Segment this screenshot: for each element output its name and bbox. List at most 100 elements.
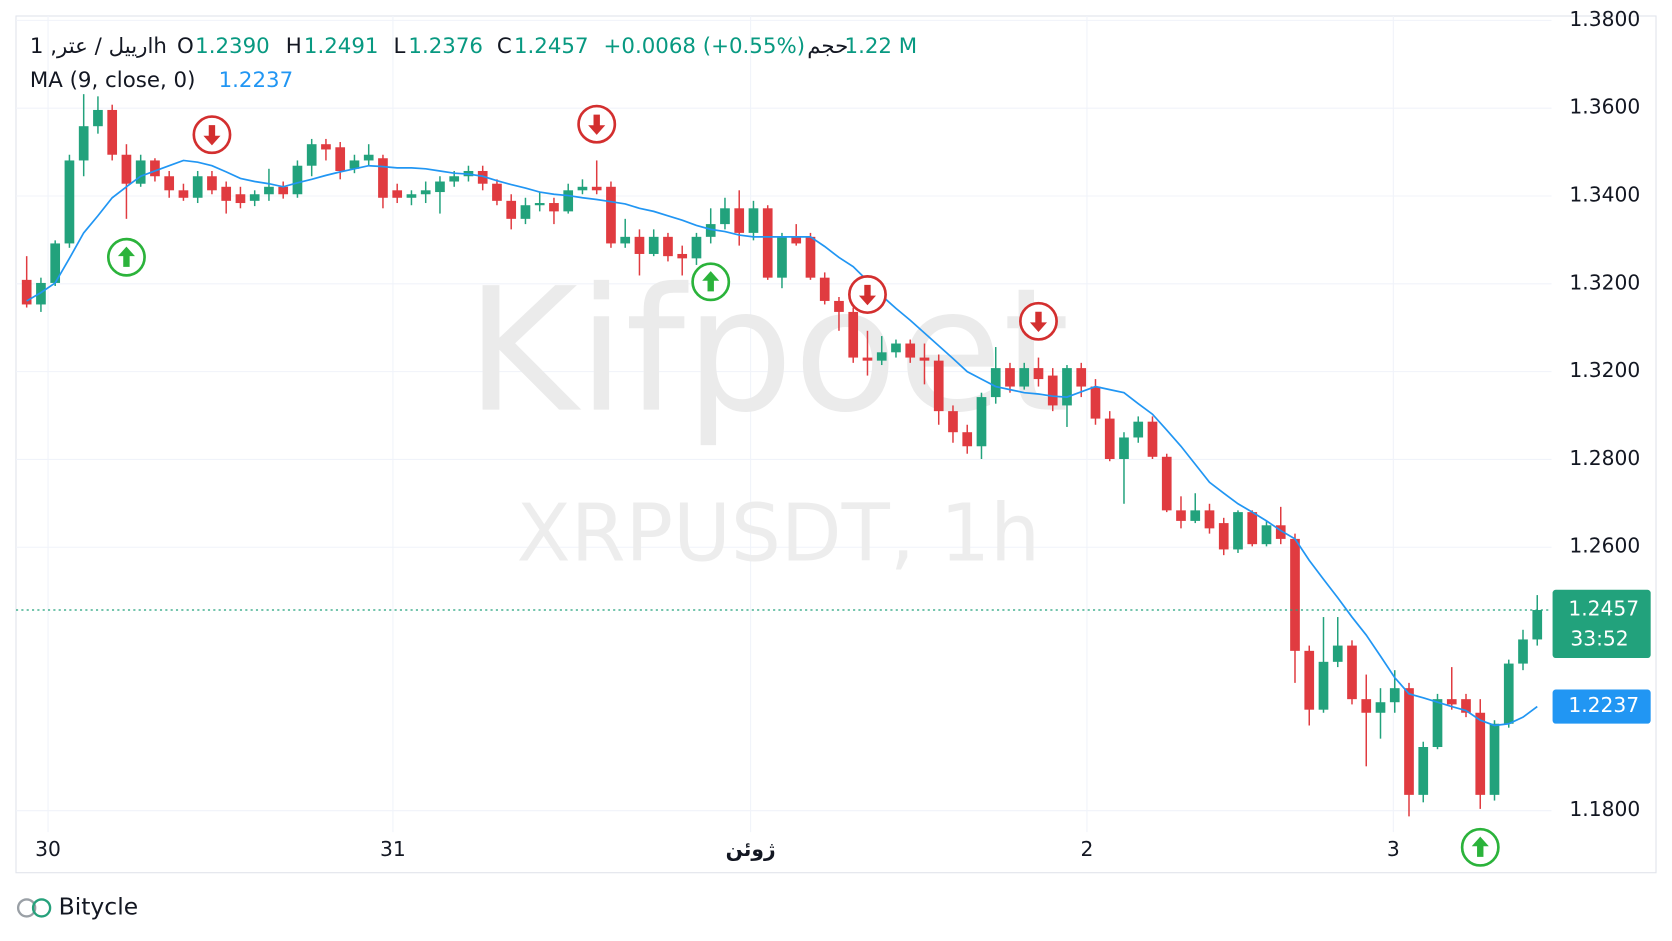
sell-signal: [1019, 301, 1058, 341]
candle-body: [1290, 538, 1300, 651]
candle-body: [1119, 437, 1129, 459]
brand-icon: [16, 898, 52, 918]
candle-body: [834, 300, 844, 312]
candle-body: [1204, 510, 1215, 529]
candle-body: [677, 253, 688, 259]
candle-body: [178, 190, 189, 198]
sell-signal: [848, 275, 887, 314]
candle-body: [1033, 368, 1044, 380]
candle-body: [264, 186, 274, 195]
candle-body: [962, 432, 973, 447]
candle-body: [207, 176, 217, 191]
symbol-title: ارييل / عتر, 1h: [30, 34, 167, 59]
signal-arrow: [117, 246, 135, 267]
candle-body: [1361, 699, 1372, 713]
x-tick-label: ژوئن: [726, 837, 776, 861]
candle-body: [1019, 368, 1030, 387]
open-value: 1.2390: [195, 34, 270, 59]
candle-body: [1461, 699, 1471, 713]
candle-body: [492, 183, 502, 201]
candle-body: [349, 160, 360, 169]
candle-body: [734, 208, 745, 233]
high-label: H: [286, 34, 302, 59]
low-value: 1.2376: [408, 34, 483, 59]
candle-body: [1247, 512, 1258, 545]
change-value: +0.0068 (+0.55%): [604, 34, 805, 59]
candle-body: [378, 158, 388, 198]
volume-value: 1.22 M: [845, 34, 918, 59]
watermark: Kifpoet: [466, 253, 1070, 451]
ma-label: MA (9, close, 0): [30, 68, 196, 93]
candle-body: [876, 352, 887, 361]
candle-body: [762, 208, 773, 278]
candle-body: [577, 186, 588, 191]
candle-body: [435, 181, 445, 193]
volume-label: حجم: [807, 34, 848, 59]
candle-body: [634, 236, 645, 254]
chart-frame: [15, 15, 1657, 874]
candle-body: [36, 282, 46, 305]
candle-body: [791, 236, 802, 244]
candle-body: [221, 186, 232, 201]
ma-line: [26, 159, 1538, 727]
candle-body: [1304, 650, 1315, 710]
x-tick-label: 3: [1387, 837, 1400, 861]
y-tick-label: 1.3200: [1569, 358, 1640, 382]
last-price-tag: [1552, 589, 1651, 659]
candle-body: [1147, 421, 1158, 457]
candle-body: [1190, 510, 1201, 521]
candle-body: [306, 144, 317, 166]
candle-body: [1176, 510, 1186, 521]
candle-body: [249, 194, 260, 201]
candle-body: [1503, 663, 1514, 724]
candle-body: [192, 176, 203, 198]
candle-body: [278, 186, 289, 195]
candle-body: [905, 343, 916, 358]
candle-body: [1375, 702, 1386, 713]
candle-body: [691, 236, 702, 259]
candle-body: [520, 205, 531, 219]
y-tick-label: 1.3800: [1569, 7, 1640, 31]
y-tick-label: 1.1800: [1569, 797, 1640, 821]
candle-body: [1005, 368, 1015, 387]
candle-body: [648, 236, 659, 254]
candle-body: [1261, 525, 1272, 545]
candle-body: [720, 208, 730, 225]
candle-body: [1218, 523, 1229, 550]
candle-body: [292, 165, 303, 195]
signal-arrow: [588, 114, 606, 135]
candle-body: [1076, 368, 1087, 387]
buy-signal: [691, 262, 731, 302]
countdown-label: 33:52: [1570, 626, 1628, 650]
candle-body: [335, 147, 346, 171]
y-tick-label: 1.3600: [1569, 95, 1640, 119]
buy-signal: [106, 237, 146, 277]
last-price-label: 1.2457: [1568, 597, 1639, 621]
sell-signal: [577, 104, 617, 144]
watermark-sub: XRPUSDT, 1h: [517, 487, 1041, 579]
x-tick-label: 2: [1080, 837, 1093, 861]
signal-arrow: [1471, 836, 1489, 857]
candle-body: [1047, 375, 1058, 406]
y-tick-label: 1.3200: [1569, 270, 1640, 294]
ma-price-label: 1.2237: [1568, 693, 1639, 717]
brand-name: Bitycle: [59, 892, 139, 920]
candle-body: [1489, 723, 1500, 795]
candle-body: [919, 357, 930, 361]
candle-body: [93, 109, 103, 127]
candle-body: [1133, 421, 1144, 438]
candle-body: [1418, 747, 1429, 795]
y-tick-label: 1.2600: [1569, 534, 1640, 558]
candle-body: [1475, 712, 1486, 795]
candle-body: [990, 368, 1001, 398]
candle-body: [406, 194, 417, 198]
open-label: O: [177, 34, 194, 59]
candle-body: [21, 279, 32, 305]
candle-body: [121, 154, 132, 184]
candle-body: [50, 243, 61, 283]
candle-body: [606, 186, 616, 244]
high-value: 1.2491: [304, 34, 379, 59]
candle-body: [1062, 368, 1072, 406]
y-tick-label: 1.3400: [1569, 183, 1640, 207]
signal-arrow: [1029, 311, 1048, 332]
